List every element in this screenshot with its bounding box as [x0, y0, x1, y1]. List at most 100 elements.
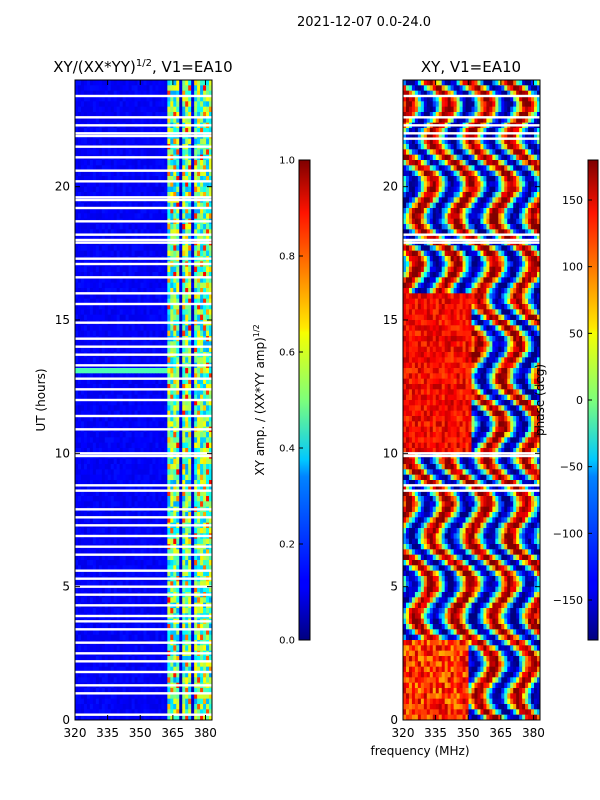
- amp-heatmap-cell: [191, 581, 195, 588]
- amp-heatmap-cell: [77, 186, 82, 193]
- amp-heatmap-cell: [191, 416, 195, 422]
- amp-heatmap-cell: [137, 448, 141, 454]
- amp-heatmap-cell: [203, 117, 207, 124]
- amp-heatmap-cell: [203, 570, 207, 577]
- amp-heatmap-cell: [146, 378, 150, 385]
- amp-heatmap-cell: [92, 480, 97, 486]
- amp-heatmap-cell: [197, 581, 201, 588]
- amp-heatmap-cell: [119, 304, 124, 310]
- amp-heatmap-cell: [80, 586, 85, 593]
- amp-heatmap-cell: [107, 138, 112, 145]
- amp-heatmap-cell: [164, 282, 168, 289]
- amp-heatmap-cell: [83, 330, 88, 337]
- amp-heatmap-cell: [83, 138, 88, 145]
- amp-heatmap-cell: [170, 624, 174, 630]
- amp-heatmap-cell: [167, 288, 171, 294]
- amp-heatmap-cell: [92, 624, 97, 630]
- amp-heatmap-cell: [200, 128, 204, 134]
- amp-heatmap-cell: [173, 389, 177, 396]
- amp-heatmap-cell: [200, 432, 204, 438]
- amp-heatmap-cell: [170, 304, 174, 310]
- amp-heatmap-cell: [149, 277, 153, 284]
- amp-heatmap-cell: [158, 298, 162, 305]
- amp-heatmap-cell: [134, 282, 138, 289]
- amp-heatmap-cell: [116, 272, 121, 278]
- amp-heatmap-cell: [101, 624, 106, 630]
- amp-heatmap-cell: [206, 528, 210, 534]
- amp-heatmap-cell: [140, 80, 144, 86]
- amp-heatmap-cell: [137, 325, 141, 332]
- amp-heatmap-cell: [104, 314, 109, 321]
- amp-heatmap-cell: [134, 624, 138, 630]
- amp-heatmap-cell: [137, 490, 141, 497]
- amp-heatmap-cell: [164, 400, 168, 406]
- amp-heatmap-cell: [92, 517, 97, 524]
- amp-heatmap-cell: [83, 458, 88, 465]
- amp-heatmap-cell: [137, 581, 141, 588]
- amp-heatmap-cell: [182, 394, 186, 401]
- amp-heatmap-cell: [134, 464, 138, 470]
- amp-heatmap-cell: [86, 250, 91, 257]
- amp-heatmap-cell: [113, 234, 118, 241]
- amp-heatmap-cell: [75, 229, 79, 236]
- amp-heatmap-cell: [86, 474, 91, 481]
- amp-heatmap-cell: [164, 229, 168, 236]
- amp-heatmap-cell: [125, 469, 130, 476]
- amp-heatmap-cell: [131, 608, 135, 614]
- amp-heatmap-cell: [155, 250, 159, 257]
- amp-heatmap-cell: [185, 346, 189, 353]
- amp-heatmap-cell: [158, 480, 162, 486]
- amp-heatmap-cell: [200, 192, 204, 198]
- amp-heatmap-cell: [137, 192, 141, 198]
- amp-heatmap-cell: [128, 272, 132, 278]
- amp-heatmap-cell: [134, 160, 138, 166]
- amp-heatmap-cell: [191, 410, 195, 417]
- amp-heatmap-cell: [77, 224, 82, 230]
- amp-heatmap-cell: [176, 117, 180, 124]
- amp-heatmap-cell: [200, 490, 204, 497]
- amp-heatmap-cell: [128, 368, 132, 374]
- amp-heatmap-cell: [134, 549, 138, 556]
- amp-heatmap-cell: [125, 176, 130, 182]
- amp-heatmap-cell: [104, 309, 109, 316]
- amp-heatmap-cell: [173, 288, 177, 294]
- amp-heatmap-cell: [143, 117, 147, 124]
- amp-heatmap-cell: [149, 597, 153, 604]
- amp-heatmap-cell: [119, 597, 124, 604]
- amp-heatmap-cell: [203, 624, 207, 630]
- amp-heatmap-cell: [170, 410, 174, 417]
- amp-heatmap-cell: [107, 624, 112, 630]
- amp-heatmap-cell: [188, 229, 192, 236]
- amp-heatmap-cell: [179, 373, 183, 380]
- amp-heatmap-cell: [194, 208, 198, 214]
- amp-heatmap-cell: [95, 480, 100, 486]
- amp-heatmap-cell: [185, 325, 189, 332]
- amp-heatmap-cell: [137, 389, 141, 396]
- amp-heatmap-cell: [134, 176, 138, 182]
- amp-heatmap-cell: [191, 464, 195, 470]
- amp-heatmap-cell: [164, 101, 168, 108]
- amp-heatmap-cell: [143, 138, 147, 145]
- amp-heatmap-cell: [203, 96, 207, 102]
- amp-heatmap-cell: [149, 448, 153, 454]
- amp-heatmap-cell: [101, 101, 106, 108]
- amp-heatmap-cell: [98, 421, 103, 428]
- amp-heatmap-cell: [86, 277, 91, 284]
- amp-heatmap-cell: [101, 432, 106, 438]
- amp-heatmap-cell: [206, 330, 210, 337]
- amp-heatmap-cell: [95, 160, 100, 166]
- amp-heatmap-cell: [197, 106, 201, 113]
- amp-heatmap-cell: [191, 128, 195, 134]
- amp-heatmap-cell: [209, 400, 212, 406]
- amp-heatmap-cell: [116, 213, 121, 220]
- amp-heatmap-cell: [131, 272, 135, 278]
- amp-heatmap-cell: [119, 277, 124, 284]
- amp-heatmap-cell: [179, 85, 183, 92]
- amp-heatmap-cell: [143, 346, 147, 353]
- amp-heatmap-cell: [128, 528, 132, 534]
- amp-heatmap-cell: [197, 554, 201, 561]
- amp-heatmap-cell: [131, 357, 135, 364]
- amp-heatmap-cell: [140, 266, 144, 273]
- amp-heatmap-cell: [146, 416, 150, 422]
- amp-heatmap-cell: [200, 442, 204, 449]
